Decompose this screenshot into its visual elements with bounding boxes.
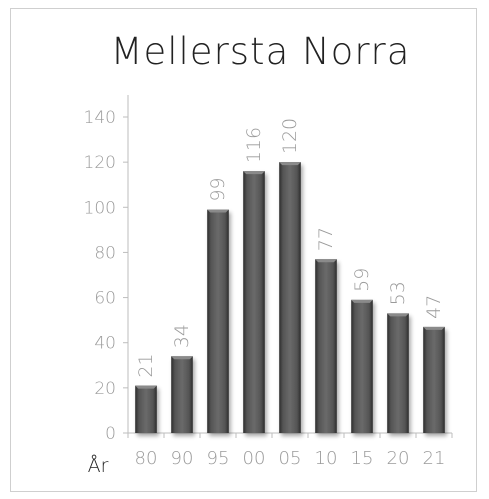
bar <box>135 385 157 433</box>
bar-top-bevel <box>315 259 337 263</box>
bar <box>351 299 373 433</box>
bar-90 <box>171 356 193 433</box>
x-tick-label: 95 <box>207 448 230 469</box>
data-label: 59 <box>351 268 373 292</box>
data-label: 53 <box>387 281 409 305</box>
bar <box>315 259 337 433</box>
bar <box>171 356 193 433</box>
bar-05 <box>279 162 301 433</box>
data-label: 21 <box>135 353 157 377</box>
bar-95 <box>207 209 229 433</box>
bar-00 <box>243 171 265 433</box>
y-tick-label: 80 <box>94 243 116 263</box>
x-tick-label: 20 <box>387 448 410 469</box>
data-label: 99 <box>207 177 229 201</box>
bar-top-bevel <box>387 313 409 317</box>
x-tick-label: 10 <box>315 448 338 469</box>
bar-10 <box>315 259 337 433</box>
bar-80 <box>135 385 157 433</box>
y-tick-label: 60 <box>94 289 116 309</box>
data-label: 120 <box>279 118 301 154</box>
data-label: 77 <box>315 227 337 251</box>
x-tick-label: 15 <box>351 448 374 469</box>
bar-top-bevel <box>207 209 229 213</box>
y-tick-label: 20 <box>94 379 116 399</box>
bar-20 <box>387 313 409 433</box>
x-tick-label: 90 <box>171 448 194 469</box>
data-label: 116 <box>243 127 265 163</box>
bar <box>387 313 409 433</box>
bar <box>279 162 301 433</box>
y-tick-label: 0 <box>105 424 116 444</box>
bar-top-bevel <box>351 299 373 303</box>
data-label: 34 <box>171 324 193 348</box>
y-tick-label: 100 <box>84 198 116 218</box>
x-tick-label: 00 <box>243 448 266 469</box>
bar <box>243 171 265 433</box>
x-tick-label: 05 <box>279 448 302 469</box>
bar-top-bevel <box>279 162 301 166</box>
bar-15 <box>351 299 373 433</box>
bar-21 <box>423 326 445 433</box>
bar <box>423 326 445 433</box>
data-label: 47 <box>423 295 445 319</box>
y-tick-label: 40 <box>94 334 116 354</box>
x-tick-label: 80 <box>135 448 158 469</box>
x-axis-label: År <box>88 454 109 477</box>
x-tick-label: 21 <box>423 448 446 469</box>
bar-top-bevel <box>135 385 157 389</box>
bar-top-bevel <box>243 171 265 175</box>
bar <box>207 209 229 433</box>
y-tick-label: 120 <box>84 153 116 173</box>
chart-title: Mellersta Norra <box>110 30 411 73</box>
bar-top-bevel <box>423 326 445 330</box>
bar-top-bevel <box>171 356 193 360</box>
y-tick-label: 140 <box>84 108 116 128</box>
